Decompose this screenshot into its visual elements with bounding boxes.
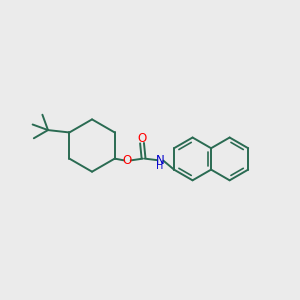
- Text: H: H: [156, 161, 164, 171]
- Text: O: O: [137, 132, 147, 145]
- Text: O: O: [123, 154, 132, 167]
- Text: N: N: [155, 154, 164, 167]
